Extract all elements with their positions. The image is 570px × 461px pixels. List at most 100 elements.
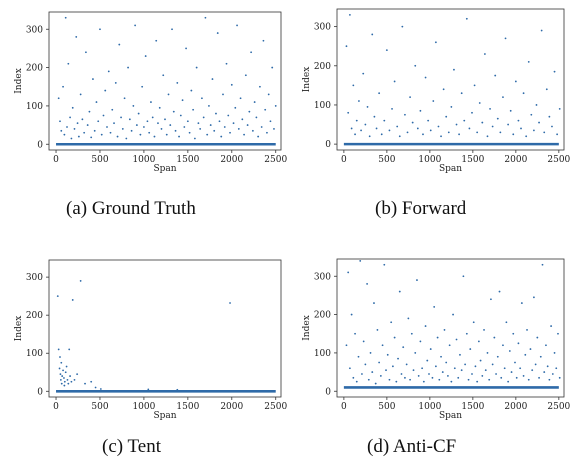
- y-tick-label: 300: [314, 23, 331, 33]
- data-point: [70, 137, 73, 140]
- x-tick-label: 0: [53, 155, 59, 165]
- data-point: [183, 126, 186, 128]
- data-point: [165, 133, 168, 136]
- data-point: [453, 68, 455, 71]
- data-point: [431, 376, 434, 379]
- data-point: [520, 302, 523, 304]
- data-point: [409, 378, 411, 381]
- data-point: [424, 76, 427, 79]
- data-point: [85, 51, 87, 54]
- data-point: [490, 298, 492, 301]
- data-point: [393, 336, 396, 339]
- data-point: [378, 92, 381, 95]
- data-point: [104, 89, 107, 92]
- data-point: [60, 361, 63, 364]
- data-point: [455, 123, 458, 126]
- data-point: [402, 346, 405, 349]
- x-tick-label: 1000: [418, 402, 441, 412]
- data-point: [530, 113, 533, 116]
- data-point: [386, 353, 389, 356]
- data-point: [371, 33, 374, 36]
- x-tick-label: 2000: [220, 155, 243, 165]
- data-point: [95, 101, 98, 103]
- data-point: [250, 51, 253, 54]
- data-point: [422, 133, 424, 136]
- data-point: [432, 100, 435, 102]
- data-point: [244, 74, 247, 77]
- data-point: [267, 93, 270, 96]
- data-point: [467, 378, 470, 381]
- data-point: [529, 348, 532, 350]
- data-point: [551, 125, 553, 128]
- data-point: [246, 124, 249, 126]
- chart-panel-b: 0 500 1000 1500 2000 2500 0 100 200 300 Span Index: [290, 0, 570, 180]
- data-point: [90, 380, 93, 383]
- data-point: [464, 363, 467, 366]
- data-point: [450, 380, 453, 383]
- y-tick-label: 300: [26, 273, 43, 283]
- data-point: [442, 88, 445, 91]
- data-point: [471, 373, 473, 375]
- data-point: [366, 106, 369, 108]
- data-point: [259, 85, 261, 88]
- data-point: [83, 131, 86, 134]
- data-point: [61, 375, 64, 377]
- data-point: [551, 373, 554, 375]
- chart-panel-c: 0 500 1000 1500 2000 2500 0 100 200 300 Span Index: [0, 250, 290, 430]
- data-point: [229, 131, 231, 134]
- data-point: [427, 119, 430, 122]
- data-point: [381, 344, 384, 347]
- data-point: [368, 135, 371, 138]
- x-tick-label: 1500: [176, 402, 199, 412]
- data-point: [88, 110, 91, 113]
- data-point: [60, 382, 63, 385]
- data-point: [181, 99, 184, 102]
- chart-panel-a: 0 500 1000 1500 2000 2500 0 100 200 300 Span Index: [0, 0, 290, 180]
- data-point: [262, 39, 265, 42]
- data-point: [56, 295, 59, 298]
- data-point: [491, 363, 494, 366]
- data-point: [448, 344, 451, 347]
- data-point: [428, 373, 430, 375]
- data-point: [251, 129, 254, 132]
- data-point: [484, 369, 487, 372]
- data-point: [361, 373, 363, 375]
- data-point: [158, 106, 161, 109]
- data-point: [236, 24, 238, 27]
- data-point: [67, 382, 70, 385]
- data-point: [393, 80, 396, 83]
- caption-ground-truth: (a) Ground Truth: [66, 198, 196, 219]
- data-point: [407, 317, 410, 320]
- data-point: [77, 135, 80, 138]
- data-point: [222, 93, 224, 96]
- data-point: [354, 133, 356, 136]
- data-point: [388, 378, 391, 381]
- data-point: [225, 62, 228, 65]
- data-point: [400, 373, 403, 375]
- data-point: [434, 41, 437, 44]
- data-point: [438, 378, 441, 381]
- data-point: [379, 375, 382, 377]
- data-point: [160, 128, 163, 130]
- data-point: [367, 378, 370, 381]
- x-tick-label: 2500: [547, 402, 570, 412]
- data-point: [190, 89, 193, 92]
- data-point: [447, 131, 450, 134]
- x-axis-label: Span: [439, 164, 462, 174]
- data-point: [514, 80, 517, 83]
- data-point: [436, 336, 439, 339]
- data-point: [360, 129, 362, 132]
- data-point: [220, 135, 223, 138]
- data-point: [121, 128, 124, 130]
- data-point: [534, 363, 537, 366]
- data-point: [429, 348, 432, 350]
- data-point: [76, 122, 79, 125]
- data-point: [373, 302, 375, 304]
- caption-tent: (c) Tent: [102, 436, 161, 457]
- data-point: [347, 271, 350, 274]
- data-point: [414, 352, 417, 354]
- data-point: [176, 388, 179, 391]
- data-point: [164, 118, 166, 121]
- data-point: [458, 133, 460, 136]
- data-point: [118, 43, 121, 46]
